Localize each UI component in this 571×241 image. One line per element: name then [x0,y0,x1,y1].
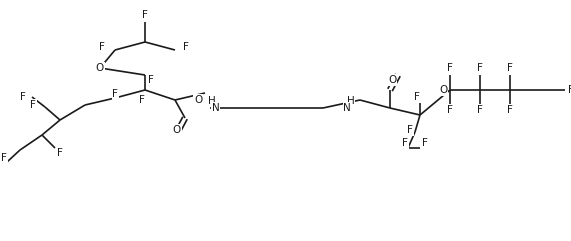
Text: F: F [422,138,428,148]
Text: F: F [57,148,63,158]
Text: F: F [30,100,36,110]
Text: O: O [439,85,447,95]
Text: O: O [388,75,396,85]
Text: F: F [414,92,420,102]
Text: F: F [99,42,105,52]
Text: F: F [1,153,7,163]
Text: F: F [148,75,154,85]
Text: F: F [112,89,118,99]
Text: F: F [447,63,453,73]
Text: F: F [507,105,513,115]
Text: O: O [194,95,202,105]
Text: O: O [173,125,181,135]
Text: F: F [142,10,148,20]
Text: F: F [20,92,26,102]
Text: F: F [447,105,453,115]
Text: F: F [139,95,145,105]
Text: N: N [212,103,220,113]
Text: F: F [183,42,189,52]
Text: F: F [477,63,483,73]
Text: F: F [477,105,483,115]
Text: F: F [568,85,571,95]
Text: H: H [208,96,216,106]
Text: N: N [343,103,351,113]
Text: O: O [96,63,104,73]
Text: F: F [407,125,413,135]
Text: H: H [347,96,355,106]
Text: F: F [507,63,513,73]
Text: F: F [402,138,408,148]
